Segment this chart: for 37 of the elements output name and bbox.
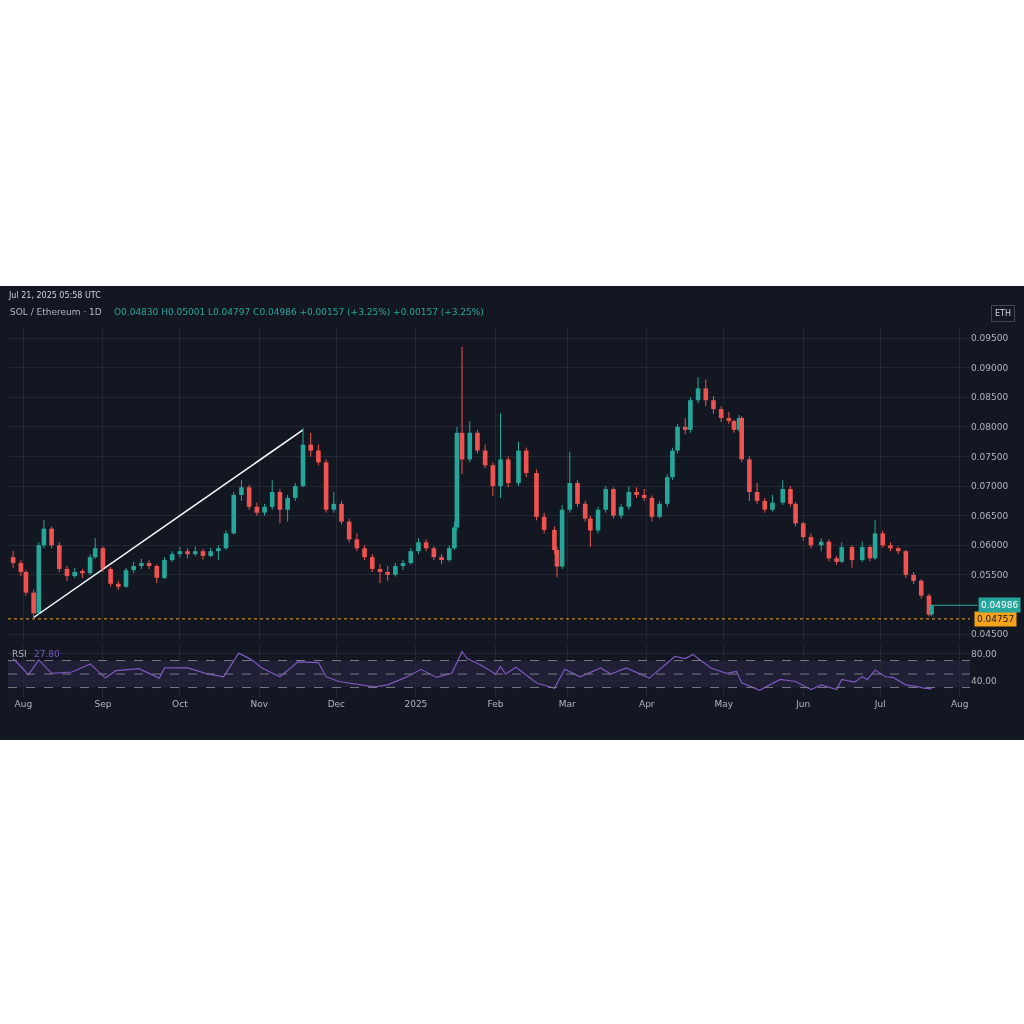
annotation: 27.80 xyxy=(34,649,61,659)
candlestick xyxy=(834,555,839,566)
x-tick-label: Sep xyxy=(94,699,112,709)
line-series xyxy=(12,651,933,691)
x-tick-label: Jul xyxy=(873,699,886,709)
y-tick-label: 40.00 xyxy=(971,675,998,686)
x-tick-label: Aug xyxy=(950,699,969,709)
y-tick-label: 0.05500 xyxy=(971,570,1009,581)
text: Jul 21, 2025 05:58 UTC xyxy=(8,291,102,300)
y-tick-label: 80.00 xyxy=(971,648,998,659)
x-tick-label: Jun xyxy=(795,699,811,709)
y-tick-label: 0.09000 xyxy=(971,362,1009,373)
x-tick-label: Aug xyxy=(14,699,33,709)
y-tick-label: 0.08000 xyxy=(971,422,1009,433)
x-tick-label: Oct xyxy=(172,699,189,709)
y-tick-label: 0.09500 xyxy=(971,333,1009,344)
x-tick-label: May xyxy=(714,699,734,709)
x-tick-label: 2025 xyxy=(404,699,428,709)
chart-title: SOL / Ethereum · 1D xyxy=(10,307,102,318)
y-tick-label: 0.04500 xyxy=(971,629,1009,640)
y-tick-label: 0.08500 xyxy=(971,392,1009,403)
candlestick xyxy=(239,479,244,502)
x-tick-label: Feb xyxy=(487,699,504,709)
y-tick-label: 0.07500 xyxy=(971,451,1009,462)
annotation: 0.04986 xyxy=(981,600,1019,610)
x-tick-label: Nov xyxy=(250,699,269,709)
x-tick-label: Dec xyxy=(327,699,346,709)
x-tick-label: Mar xyxy=(558,699,577,709)
candlestick xyxy=(208,547,213,558)
y-tick-label: 0.06000 xyxy=(971,540,1009,551)
text: ETH xyxy=(995,309,1011,318)
y-tick-label: 0.07000 xyxy=(971,481,1009,492)
y-tick-label: 0.06500 xyxy=(971,510,1009,521)
chart-title: RSI xyxy=(12,649,27,659)
ref-line-label: 0.04757 xyxy=(977,614,1015,624)
chart-subtitle: O0.04830 H0.05001 L0.04797 C0.04986 +0.00157 (+3.25%) +0.00157 (+3.25%) xyxy=(114,307,484,317)
x-tick-label: Apr xyxy=(638,699,655,709)
